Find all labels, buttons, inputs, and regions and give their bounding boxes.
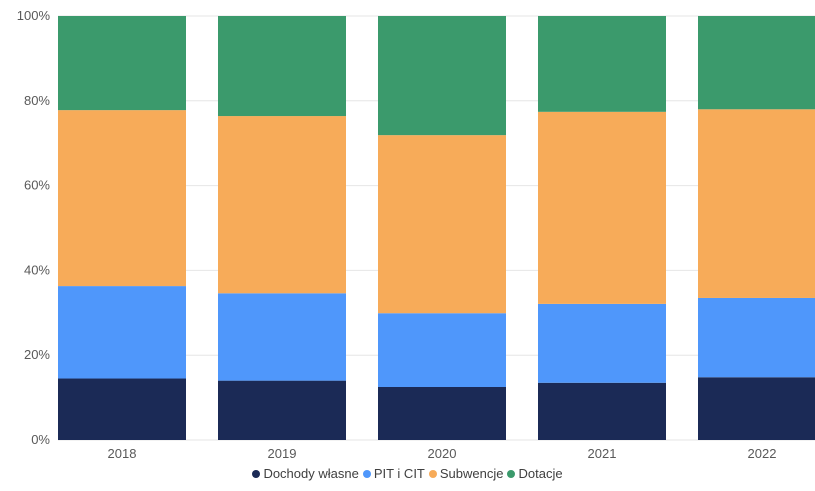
stacked-bar-chart: 0% 20% 40% 60% 80% 100% 2018 2019 2020 2021 2022 — [17, 8, 815, 461]
legend-label: Dotacje — [518, 466, 563, 481]
bar-segment — [698, 377, 815, 440]
bar-segment — [58, 16, 186, 111]
legend-marker — [362, 470, 371, 478]
bar-segment — [58, 110, 186, 287]
bar-segment — [58, 378, 186, 440]
x-tick-label: 2021 — [588, 446, 617, 461]
bar-segment — [218, 380, 346, 440]
bar-segment — [538, 303, 666, 383]
bars — [58, 16, 815, 440]
y-tick-label: 80% — [24, 93, 50, 108]
bar-segment — [698, 109, 815, 298]
bar-segment — [218, 293, 346, 381]
legend-label: Dochody własne — [263, 466, 359, 481]
legend-marker — [252, 470, 261, 478]
y-tick-label: 20% — [24, 347, 50, 362]
legend: Dochody własne PIT i CIT Subwencje Dotacje — [0, 466, 815, 481]
bar-segment — [218, 16, 346, 117]
bar-segment — [538, 111, 666, 304]
bar-segment — [378, 387, 506, 440]
x-tick-label: 2018 — [108, 446, 137, 461]
bar-segment — [538, 16, 666, 112]
x-tick-label: 2019 — [268, 446, 297, 461]
legend-marker — [428, 470, 437, 478]
y-tick-label: 100% — [17, 8, 51, 23]
bar-segment — [378, 313, 506, 387]
bar-segment — [58, 286, 186, 379]
bar-segment — [538, 382, 666, 440]
legend-item: Subwencje — [428, 466, 504, 481]
legend-item: Dotacje — [507, 466, 563, 481]
legend-item: Dochody własne — [252, 466, 359, 481]
y-tick-label: 0% — [31, 432, 50, 447]
x-tick-label: 2022 — [748, 446, 777, 461]
bar-segment — [698, 16, 815, 110]
legend-marker — [507, 470, 516, 478]
x-tick-label: 2020 — [428, 446, 457, 461]
legend-item: PIT i CIT — [362, 466, 425, 481]
bar-segment — [218, 116, 346, 294]
x-axis-labels: 2018 2019 2020 2021 2022 — [108, 446, 777, 461]
y-axis-labels: 0% 20% 40% 60% 80% 100% — [17, 8, 51, 447]
bar-segment — [698, 297, 815, 378]
bar-segment — [378, 16, 506, 136]
bar-segment — [378, 135, 506, 314]
legend-label: Subwencje — [439, 466, 504, 481]
y-tick-label: 60% — [24, 178, 50, 193]
legend-label: PIT i CIT — [373, 466, 425, 481]
y-tick-label: 40% — [24, 262, 50, 277]
